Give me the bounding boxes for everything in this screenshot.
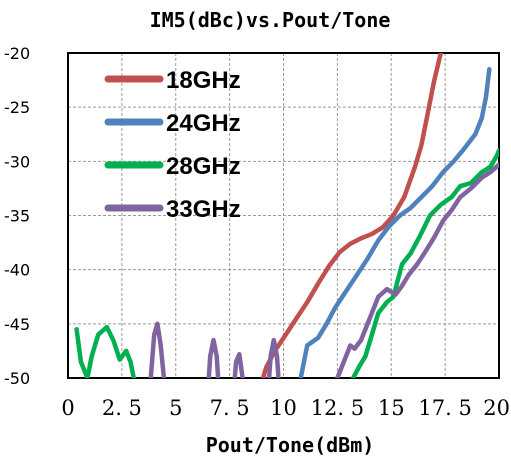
series-line-33ghz — [148, 162, 499, 378]
y-tick-label: -30 — [4, 152, 30, 171]
series-line-24ghz — [298, 67, 492, 378]
legend: 18GHz 24GHz 28GHz 33GHz — [104, 67, 241, 223]
grid — [68, 53, 499, 378]
y-tick-label: -50 — [4, 369, 30, 388]
x-tick-label: 20 — [483, 396, 510, 420]
y-tick-label: -45 — [4, 315, 30, 334]
series-line-28ghz — [74, 148, 499, 378]
chart-title: IM5(dBc)vs.Pout/Tone — [150, 8, 391, 32]
legend-label-28ghz: 28GHz — [166, 153, 241, 180]
series-layer — [74, 53, 499, 378]
x-tick-label: 7. 5 — [210, 396, 250, 420]
x-axis-label: Pout/Tone(dBm) — [206, 433, 375, 457]
y-axis-ticks: -50 -45 -40 -35 -30 -25 -20 — [4, 44, 30, 388]
legend-label-33ghz: 33GHz — [166, 196, 241, 223]
legend-label-24ghz: 24GHz — [166, 110, 241, 137]
x-tick-label: 10 — [270, 396, 297, 420]
x-tick-label: 12. 5 — [311, 396, 364, 420]
x-axis-ticks: 0 2. 5 5 7. 5 10 12. 5 15 17. 5 20 — [61, 396, 510, 420]
x-tick-label: 5 — [169, 396, 182, 420]
legend-label-18ghz: 18GHz — [166, 67, 241, 94]
x-tick-label: 0 — [61, 396, 74, 420]
y-tick-label: -40 — [4, 261, 30, 280]
series-line-18ghz — [260, 53, 444, 378]
x-tick-label: 2. 5 — [102, 396, 142, 420]
y-tick-label: -20 — [4, 44, 30, 63]
x-tick-label: 15 — [378, 396, 405, 420]
y-tick-label: -25 — [4, 98, 30, 117]
x-tick-label: 17. 5 — [418, 396, 471, 420]
plot-area-border — [67, 52, 500, 379]
y-tick-label: -35 — [4, 207, 30, 226]
